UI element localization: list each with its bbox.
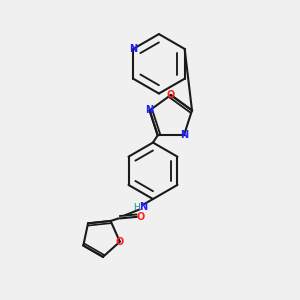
Text: O: O <box>137 212 145 222</box>
Text: H: H <box>133 203 140 212</box>
Text: N: N <box>139 202 147 212</box>
Text: N: N <box>180 130 188 140</box>
Text: O: O <box>116 237 124 247</box>
Text: N: N <box>129 44 137 54</box>
Text: N: N <box>146 105 154 116</box>
Text: O: O <box>167 90 175 100</box>
